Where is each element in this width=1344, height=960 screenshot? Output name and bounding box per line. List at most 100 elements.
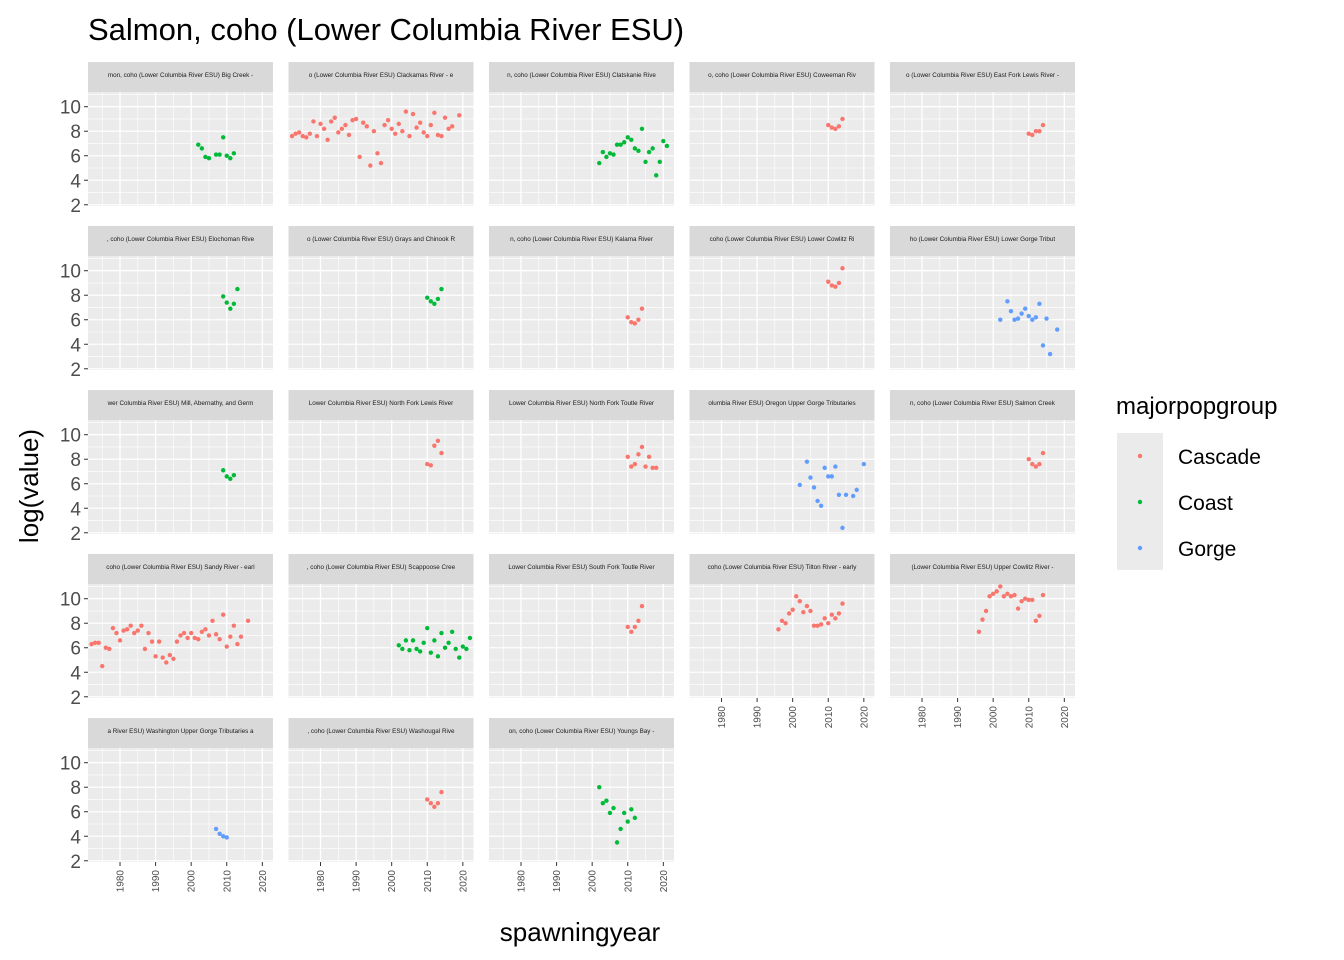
legend: majorpopgroup Cascade Coast Gorge — [1116, 393, 1277, 570]
data-point — [435, 800, 441, 806]
data-point — [357, 154, 362, 160]
data-point — [1019, 311, 1024, 316]
data-point — [217, 831, 222, 837]
data-point — [425, 797, 430, 802]
y-tick-label: 10 — [60, 262, 81, 283]
data-point — [414, 125, 419, 130]
data-point — [1033, 618, 1039, 623]
data-point — [213, 632, 219, 637]
data-point — [460, 644, 466, 649]
data-point — [1015, 316, 1021, 321]
data-point — [464, 646, 469, 652]
legend-key — [1137, 499, 1143, 505]
data-point — [110, 625, 116, 631]
data-point — [428, 122, 434, 128]
facet-strip-label: , coho (Lower Columbia River ESU) Scappo… — [307, 564, 456, 571]
legend-label: Cascade — [1178, 446, 1261, 469]
data-point — [786, 611, 792, 616]
facet-strip-label: coho (Lower Columbia River ESU) Sandy Ri… — [106, 564, 254, 571]
data-point — [621, 140, 627, 145]
data-point — [235, 641, 240, 647]
data-point — [840, 525, 845, 531]
data-point — [213, 152, 219, 157]
data-point — [217, 636, 222, 642]
facet-panel: o (Lower Columbia River ESU) Clackamas R… — [288, 62, 474, 206]
data-point — [639, 444, 645, 450]
facet-strip — [489, 554, 674, 584]
data-point — [614, 840, 620, 845]
data-point — [350, 117, 355, 123]
y-tick-label: 4 — [70, 335, 81, 356]
data-point — [293, 131, 298, 136]
x-tick-label: 1980 — [717, 706, 728, 729]
data-point — [442, 645, 448, 650]
data-point — [797, 482, 802, 488]
x-tick-label: 2020 — [859, 706, 870, 729]
data-point — [650, 146, 655, 151]
data-point — [597, 160, 602, 166]
panel-background — [489, 92, 674, 206]
data-point — [1005, 299, 1010, 304]
x-tick-label: 1980 — [517, 870, 528, 893]
data-point — [611, 152, 616, 157]
data-point — [425, 625, 430, 631]
facet-strip — [88, 554, 273, 584]
x-tick-label: 1990 — [953, 706, 964, 729]
data-point — [1022, 306, 1028, 311]
data-point — [435, 296, 441, 302]
x-tick-label: 2020 — [1060, 706, 1071, 729]
data-point — [625, 454, 630, 459]
x-tick-label: 1990 — [552, 870, 563, 893]
data-point — [639, 306, 645, 311]
data-point — [632, 815, 638, 821]
data-point — [442, 115, 448, 120]
panel-background — [288, 748, 474, 862]
data-point — [618, 826, 623, 832]
x-tick-label: 2000 — [387, 870, 398, 893]
data-point — [231, 301, 237, 307]
y-tick-label: 2 — [70, 524, 81, 545]
data-point — [657, 159, 662, 165]
data-point — [826, 621, 831, 626]
facet-strip-label: , coho (Lower Columbia River ESU) Washou… — [307, 728, 455, 735]
data-point — [980, 617, 985, 622]
data-point — [185, 635, 190, 641]
data-point — [231, 472, 237, 478]
panel-background — [890, 92, 1075, 206]
panel-background — [890, 420, 1075, 534]
facet-strip — [489, 718, 674, 748]
data-point — [467, 635, 473, 641]
data-point — [385, 117, 391, 123]
facet-strip-label: (Lower Columbia River ESU) Upper Cowlitz… — [911, 564, 1053, 571]
data-point — [396, 121, 401, 127]
data-point — [1030, 132, 1035, 138]
data-point — [371, 129, 377, 134]
data-point — [1040, 450, 1046, 456]
data-point — [625, 315, 630, 320]
facet-strip-label: Lower Columbia River ESU) South Fork Tou… — [508, 564, 654, 571]
data-point — [661, 138, 666, 144]
data-point — [107, 646, 112, 652]
panel-background — [890, 256, 1075, 370]
data-point — [146, 630, 151, 636]
data-point — [1030, 317, 1035, 322]
data-point — [990, 591, 996, 597]
data-point — [135, 628, 141, 633]
data-point — [790, 607, 795, 612]
data-point — [435, 132, 441, 138]
data-point — [132, 630, 137, 636]
data-point — [625, 624, 630, 630]
data-point — [1047, 351, 1053, 357]
data-point — [639, 126, 645, 131]
data-point — [410, 638, 416, 643]
facet-panel: o, coho (Lower Columbia River ESU) Cowee… — [689, 62, 875, 206]
facet-panel: Lower Columbia River ESU) South Fork Tou… — [489, 554, 674, 698]
facet-strip — [890, 554, 1075, 584]
data-point — [339, 126, 345, 131]
facet-panel: Lower Columbia River ESU) North Fork Lew… — [288, 390, 474, 534]
y-tick-label: 10 — [60, 754, 81, 775]
data-point — [794, 594, 799, 599]
data-point — [117, 638, 123, 643]
data-point — [836, 492, 842, 497]
